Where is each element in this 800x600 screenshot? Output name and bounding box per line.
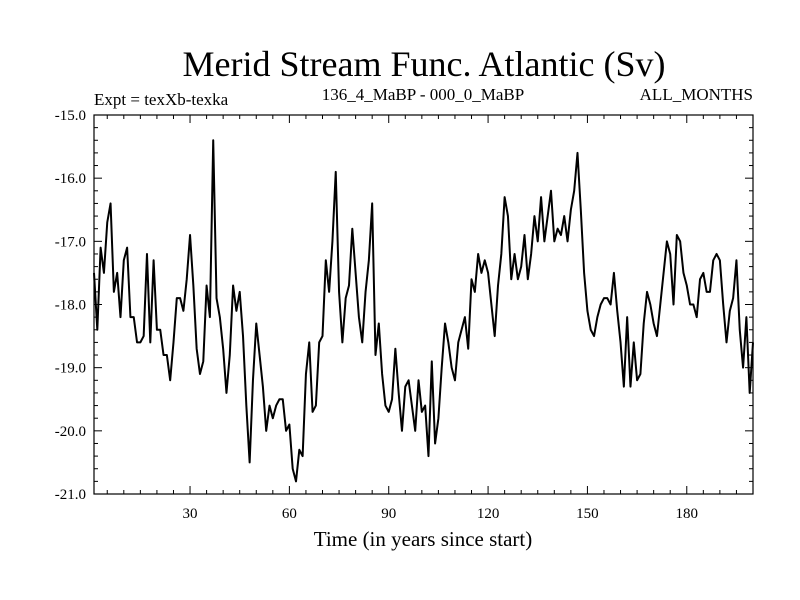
y-tick-label: -15.0 [55,108,86,124]
x-axis-label: Time (in years since start) [314,527,533,551]
chart-subtitle-left: Expt = texXb-texka [94,90,229,109]
y-tick-label: -21.0 [55,487,86,503]
x-axis: 30 60 90 120 150 180 [106,115,754,522]
x-tick-label: 60 [282,506,297,522]
x-tick-label: 150 [576,506,599,522]
y-tick-label: -18.0 [55,298,86,314]
y-axis: -15.0 -16.0 -17.0 -18.0 -19.0 -20.0 -21.0 [55,108,753,503]
y-tick-label: -20.0 [55,424,86,440]
chart-subtitle-right: ALL_MONTHS [640,85,753,104]
series-line [93,139,754,483]
x-tick-label: 120 [477,506,500,522]
x-tick-label: 30 [183,506,198,522]
y-tick-label: -17.0 [55,234,86,250]
plot-frame [93,114,754,495]
chart-subtitle-center: 136_4_MaBP - 000_0_MaBP [322,85,524,104]
x-tick-label: 180 [676,506,699,522]
chart-title: Merid Stream Func. Atlantic (Sv) [183,44,666,84]
y-tick-label: -16.0 [55,171,86,187]
y-tick-label: -19.0 [55,361,86,377]
x-tick-label: 90 [381,506,396,522]
